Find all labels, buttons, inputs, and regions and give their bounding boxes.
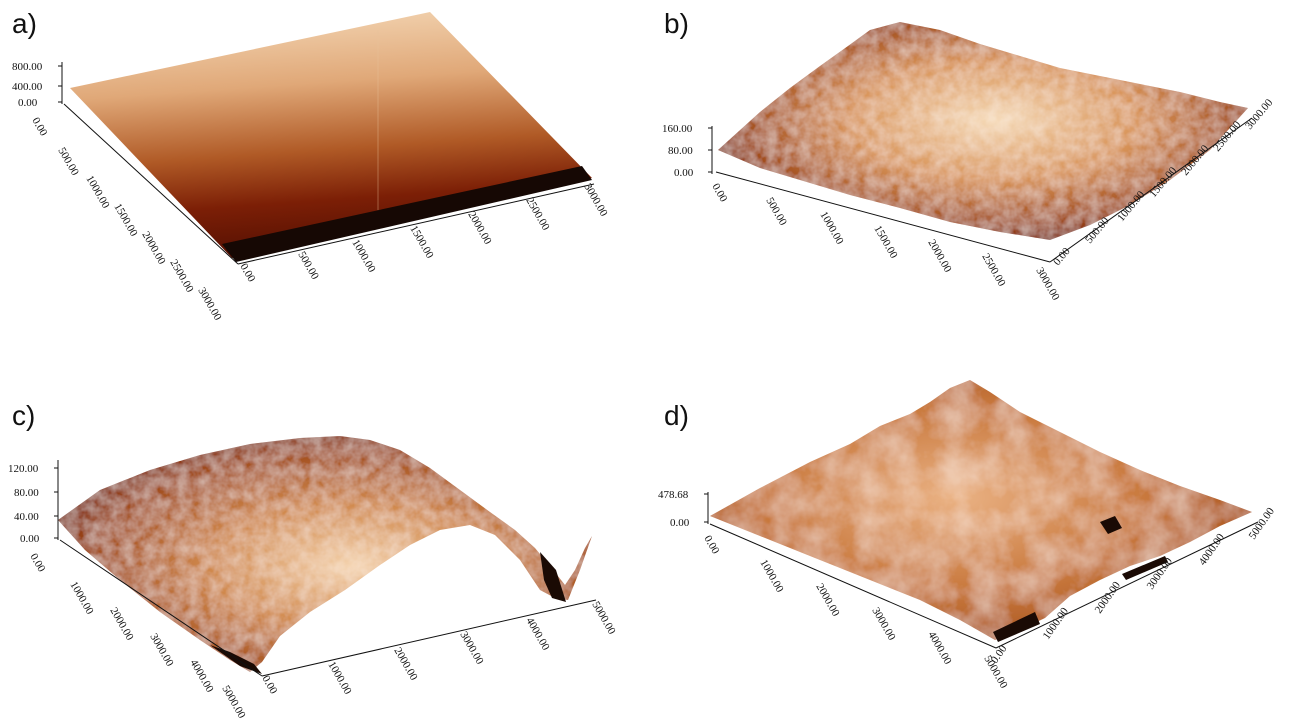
panel-d-label: d) [664, 400, 689, 431]
svg-text:0.00: 0.00 [701, 534, 721, 557]
svg-text:3000.00: 3000.00 [869, 606, 898, 643]
panel-c-z-tick: 40.00 [14, 511, 39, 523]
panel-c-z-tick: 0.00 [20, 533, 40, 545]
panel-b-right-axis [1049, 117, 1253, 263]
panel-d-left-axis [709, 523, 997, 649]
svg-text:2500.00: 2500.00 [979, 252, 1008, 289]
panel-a-z-tick: 800.00 [12, 61, 43, 73]
panel-c-z-axis [54, 460, 59, 540]
panel-b-z-tick: 160.00 [662, 123, 693, 135]
panel-a-surface [70, 12, 592, 262]
svg-text:1000.00: 1000.00 [83, 174, 112, 211]
svg-text:3000.00: 3000.00 [1243, 96, 1275, 131]
panel-c-front-axis [261, 599, 597, 677]
panel-c-left-axis [59, 539, 263, 677]
svg-text:500.00: 500.00 [763, 196, 789, 229]
svg-text:0.00: 0.00 [259, 674, 279, 697]
svg-text:500.00: 500.00 [295, 250, 321, 283]
svg-text:2000.00: 2000.00 [391, 646, 420, 683]
panel-b-front-axis [715, 171, 1051, 263]
panel-c-z-tick: 120.00 [8, 463, 39, 475]
svg-text:1000.00: 1000.00 [325, 660, 354, 697]
panel-a-z-tick: 400.00 [12, 81, 43, 93]
panel-b-z-tick: 80.00 [668, 145, 693, 157]
svg-text:2000.00: 2000.00 [813, 582, 842, 619]
svg-text:0.00: 0.00 [29, 116, 49, 139]
svg-text:2500.00: 2500.00 [167, 258, 196, 295]
svg-text:4000.00: 4000.00 [187, 658, 216, 695]
panel-a-left-axis [63, 103, 239, 265]
panel-a-z-tick: 0.00 [18, 97, 38, 109]
panel-c-surface [58, 436, 592, 674]
svg-text:1000.00: 1000.00 [67, 580, 96, 617]
svg-text:3000.00: 3000.00 [457, 630, 486, 667]
svg-text:500.00: 500.00 [55, 146, 81, 179]
svg-text:3000.00: 3000.00 [195, 286, 224, 323]
svg-text:0.00: 0.00 [709, 182, 729, 205]
panel-d-surface [710, 380, 1252, 642]
svg-text:1500.00: 1500.00 [111, 202, 140, 239]
panel-a-front-axis [237, 183, 595, 265]
panel-d-z-tick: 478.68 [658, 489, 689, 501]
svg-text:4000.00: 4000.00 [925, 630, 954, 667]
svg-text:2000.00: 2000.00 [107, 606, 136, 643]
svg-text:3000.00: 3000.00 [1033, 266, 1062, 303]
panel-b-z-tick: 0.00 [674, 167, 694, 179]
panel-a-label: a) [12, 8, 37, 39]
panel-d-right-axis [995, 521, 1259, 649]
panel-c-z-tick: 80.00 [14, 487, 39, 499]
svg-text:2000.00: 2000.00 [925, 238, 954, 275]
svg-text:2000.00: 2000.00 [1093, 579, 1124, 616]
svg-text:1500.00: 1500.00 [871, 224, 900, 261]
panel-b-z-axis [708, 126, 713, 174]
svg-text:2500.00: 2500.00 [523, 196, 552, 233]
panel-c-front-ticks: 0.00 1000.00 2000.00 3000.00 4000.00 500… [259, 600, 618, 697]
svg-text:0.00: 0.00 [27, 552, 47, 575]
svg-text:2000.00: 2000.00 [465, 210, 494, 247]
panel-b-label: b) [664, 8, 689, 39]
svg-text:1000.00: 1000.00 [757, 558, 786, 595]
svg-text:1500.00: 1500.00 [407, 224, 436, 261]
panel-a-z-axis [58, 62, 63, 104]
panel-b-surface [718, 22, 1248, 240]
panel-d-z-tick: 0.00 [670, 517, 690, 529]
svg-text:2000.00: 2000.00 [139, 230, 168, 267]
svg-text:4000.00: 4000.00 [523, 616, 552, 653]
svg-text:1000.00: 1000.00 [817, 210, 846, 247]
svg-text:5000.00: 5000.00 [219, 684, 248, 721]
svg-text:3000.00: 3000.00 [581, 182, 610, 219]
svg-text:5000.00: 5000.00 [1247, 505, 1278, 542]
svg-text:5000.00: 5000.00 [589, 600, 618, 637]
panel-d-z-axis [704, 492, 709, 524]
svg-text:0.00: 0.00 [237, 262, 257, 285]
panel-c-label: c) [12, 400, 36, 431]
svg-text:3000.00: 3000.00 [147, 632, 176, 669]
svg-text:1000.00: 1000.00 [349, 238, 378, 275]
